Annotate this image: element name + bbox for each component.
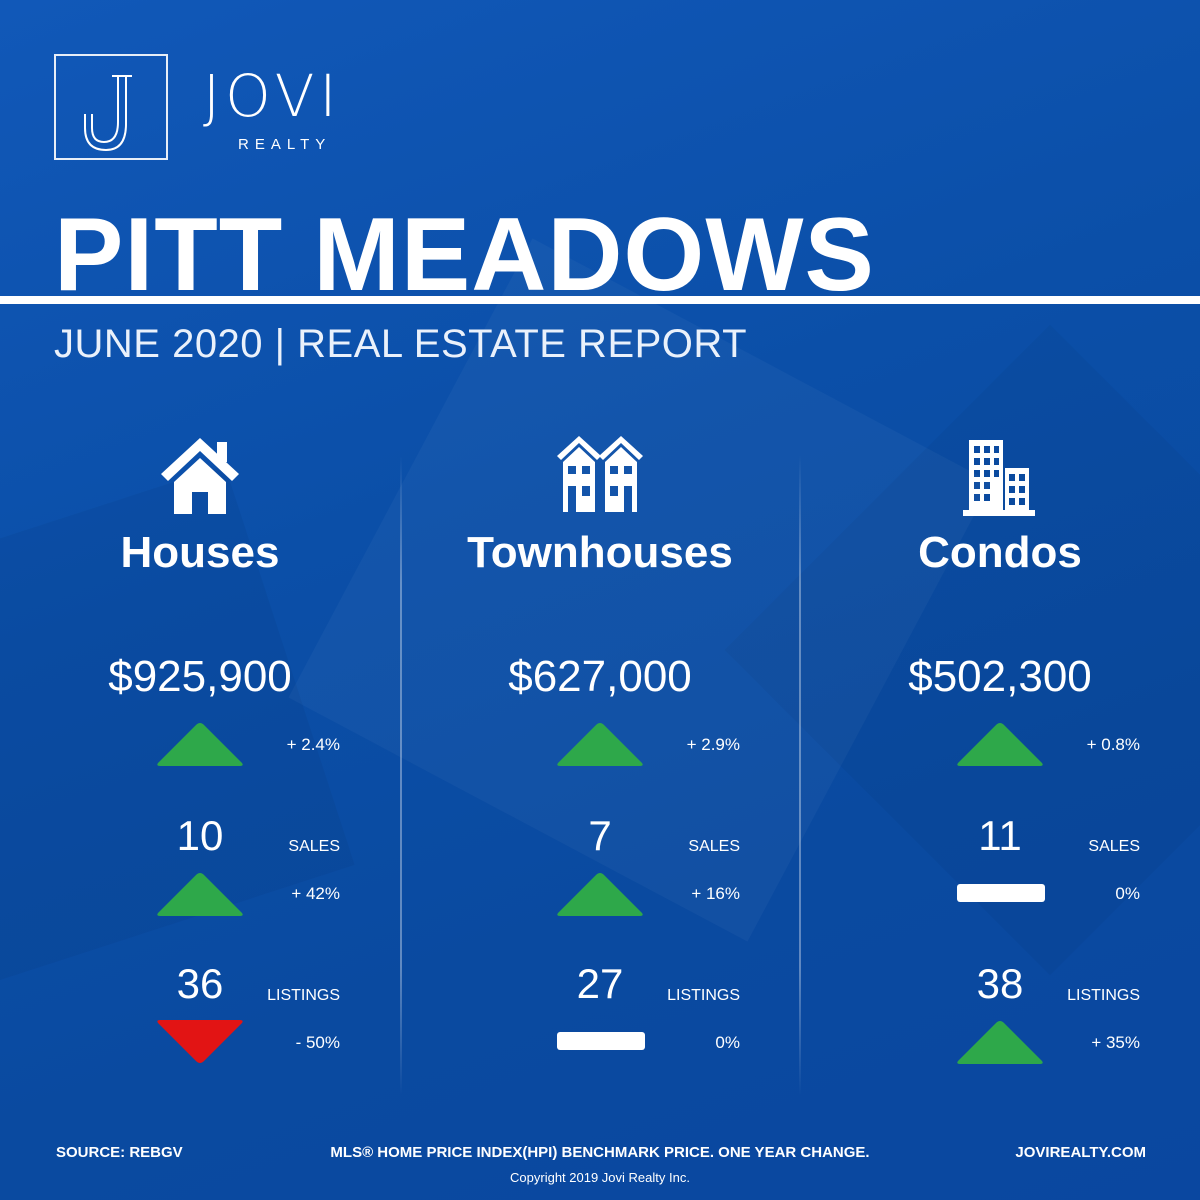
townhouse-icon bbox=[400, 432, 800, 522]
triangle-up-icon bbox=[957, 1021, 1043, 1064]
listings-trend-flat-icon bbox=[555, 1018, 645, 1066]
sales-count: 7 bbox=[588, 812, 612, 859]
report-subtitle: JUNE 2020 | REAL ESTATE REPORT bbox=[54, 322, 748, 366]
category-title: Condos bbox=[918, 528, 1082, 577]
condo-building-icon bbox=[800, 432, 1200, 522]
sales-count: 11 bbox=[978, 812, 1022, 859]
sales-label: SALES bbox=[1088, 838, 1140, 855]
house-icon bbox=[0, 432, 400, 522]
column-divider bbox=[799, 455, 801, 1095]
listings-count: 36 bbox=[176, 960, 224, 1007]
column-divider bbox=[400, 455, 402, 1095]
sales-trend-flat-icon bbox=[955, 870, 1045, 918]
category-title: Houses bbox=[120, 528, 280, 577]
benchmark-price: $502,300 bbox=[908, 652, 1092, 701]
price-trend-up-icon bbox=[555, 720, 645, 768]
sales-change: + 42% bbox=[291, 884, 340, 903]
sales-change: 0% bbox=[1115, 884, 1140, 903]
sales-label: SALES bbox=[688, 838, 740, 855]
listings-trend-down-icon bbox=[155, 1018, 245, 1066]
triangle-down-icon bbox=[157, 1020, 243, 1063]
price-trend-up-icon bbox=[155, 720, 245, 768]
column-townhouses: Townhouses $627,000 + 2.9% 7 SALES + 16%… bbox=[400, 0, 800, 1200]
sales-change: + 16% bbox=[691, 884, 740, 903]
triangle-up-icon bbox=[157, 723, 243, 766]
triangle-up-icon bbox=[957, 723, 1043, 766]
price-change: + 2.4% bbox=[286, 735, 340, 754]
flat-bar bbox=[557, 1032, 645, 1050]
logo-mark bbox=[54, 54, 168, 160]
methodology-note: MLS® HOME PRICE INDEX(HPI) BENCHMARK PRI… bbox=[330, 1144, 870, 1161]
sales-trend-up-icon bbox=[155, 870, 245, 918]
listings-trend-up-icon bbox=[955, 1018, 1045, 1066]
listings-change: 0% bbox=[715, 1033, 740, 1052]
flat-bar bbox=[957, 884, 1045, 902]
brand-name: JOVI bbox=[203, 62, 342, 130]
price-change: + 2.9% bbox=[686, 735, 740, 754]
title-divider bbox=[0, 296, 1200, 304]
listings-change: + 35% bbox=[1091, 1033, 1140, 1052]
listings-change: - 50% bbox=[295, 1033, 340, 1052]
listings-label: LISTINGS bbox=[667, 987, 740, 1004]
sales-label: SALES bbox=[288, 838, 340, 855]
triangle-up-icon bbox=[557, 873, 643, 916]
sales-count: 10 bbox=[176, 812, 224, 859]
benchmark-price: $925,900 bbox=[108, 652, 292, 701]
listings-label: LISTINGS bbox=[267, 987, 340, 1004]
copyright: Copyright 2019 Jovi Realty Inc. bbox=[510, 1170, 690, 1185]
listings-count: 38 bbox=[976, 960, 1024, 1007]
page-title: PITT MEADOWS bbox=[54, 197, 875, 313]
listings-count: 27 bbox=[576, 960, 624, 1007]
triangle-up-icon bbox=[557, 723, 643, 766]
category-title: Townhouses bbox=[467, 528, 733, 577]
price-trend-up-icon bbox=[955, 720, 1045, 768]
website-link[interactable]: JOVIREALTY.COM bbox=[1015, 1144, 1146, 1161]
benchmark-price: $627,000 bbox=[508, 652, 692, 701]
jovi-j-logo-icon bbox=[84, 75, 132, 152]
brand-subtitle: REALTY bbox=[238, 136, 332, 153]
sales-trend-up-icon bbox=[555, 870, 645, 918]
triangle-up-icon bbox=[157, 873, 243, 916]
column-houses: Houses $925,900 + 2.4% 10 SALES + 42% 36… bbox=[0, 0, 400, 1200]
price-change: + 0.8% bbox=[1086, 735, 1140, 754]
column-condos: Condos $502,300 + 0.8% 11 SALES 0% 38 LI… bbox=[800, 0, 1200, 1200]
source-note: SOURCE: REBGV bbox=[56, 1144, 183, 1161]
listings-label: LISTINGS bbox=[1067, 987, 1140, 1004]
